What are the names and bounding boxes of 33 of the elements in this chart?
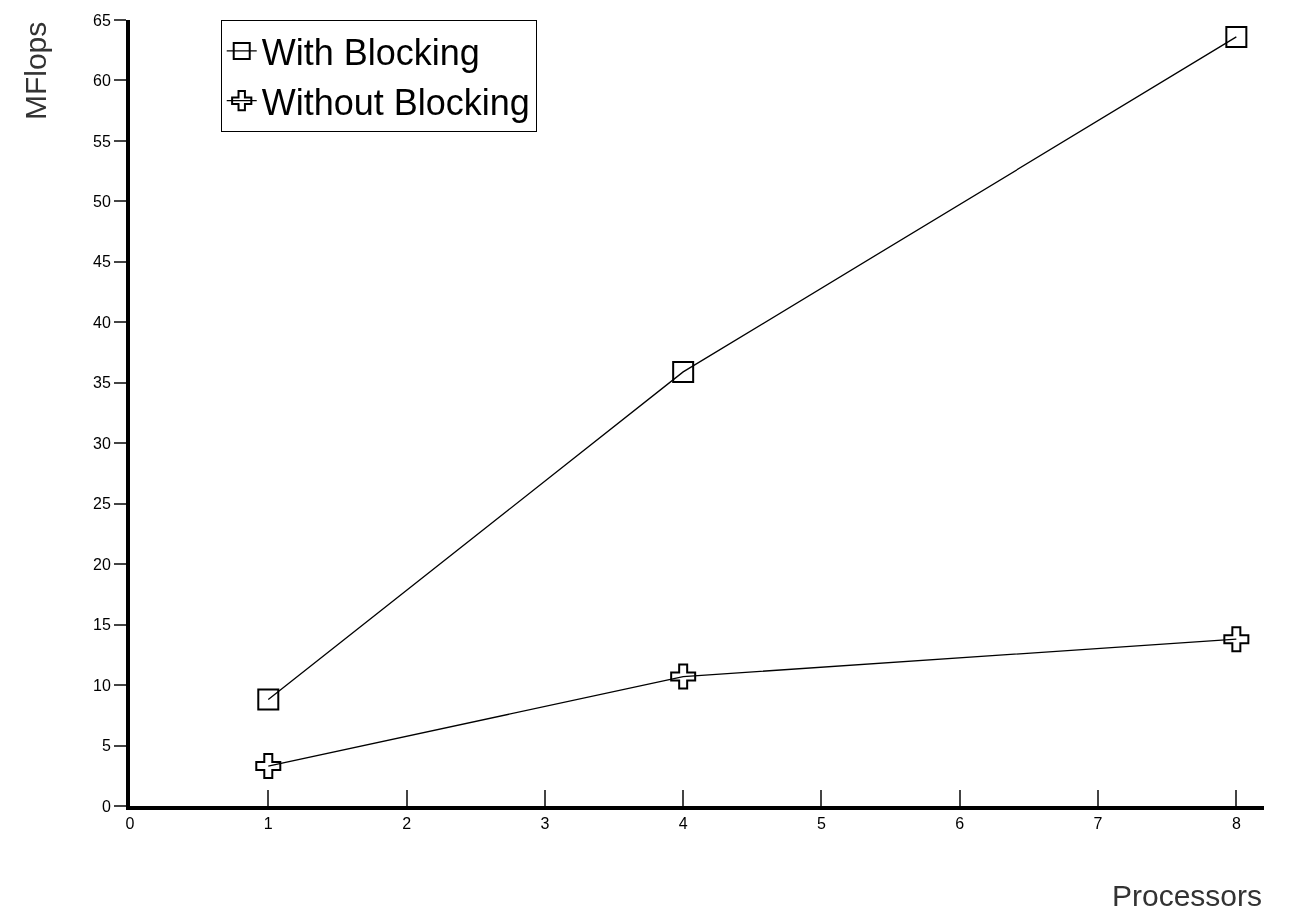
y-tick-label: 5 [101, 737, 111, 755]
point [670, 663, 697, 690]
y-tick-label: 35 [93, 374, 111, 392]
x-tick-label: 2 [402, 815, 412, 833]
y-tick-label: 25 [93, 495, 111, 513]
y-tick-label: 65 [93, 11, 111, 29]
y-tick-label: 10 [93, 676, 111, 694]
x-axis-title: Processors [1112, 879, 1263, 912]
x-tick-label: 0 [125, 815, 135, 833]
y-tick-label: 45 [93, 253, 111, 271]
x-tick-label: 5 [817, 815, 827, 833]
x-tick-label: 7 [1093, 815, 1103, 833]
point [1223, 626, 1250, 653]
y-tick-label: 30 [93, 434, 111, 452]
y-tick-label: 15 [93, 616, 111, 634]
legend-label: With Blocking [261, 31, 480, 73]
y-axis-title: MFlops [19, 21, 53, 121]
y-tick-label: 40 [93, 313, 111, 331]
x-tick-label: 1 [263, 815, 273, 833]
point [257, 688, 280, 711]
point [1225, 25, 1248, 48]
y-tick-label: 55 [93, 132, 111, 150]
x-tick-label: 4 [678, 815, 688, 833]
point [672, 360, 695, 383]
y-tick-label: 20 [93, 555, 111, 573]
y-tick-label: 50 [93, 192, 111, 210]
x-tick-label: 8 [1231, 815, 1241, 833]
x-tick-label: 6 [955, 815, 965, 833]
y-tick-label: 60 [93, 72, 111, 90]
x-tick-label: 3 [540, 815, 550, 833]
legend-label: Without Blocking [261, 81, 530, 123]
y-tick-label: 0 [101, 797, 111, 815]
point [255, 753, 282, 780]
